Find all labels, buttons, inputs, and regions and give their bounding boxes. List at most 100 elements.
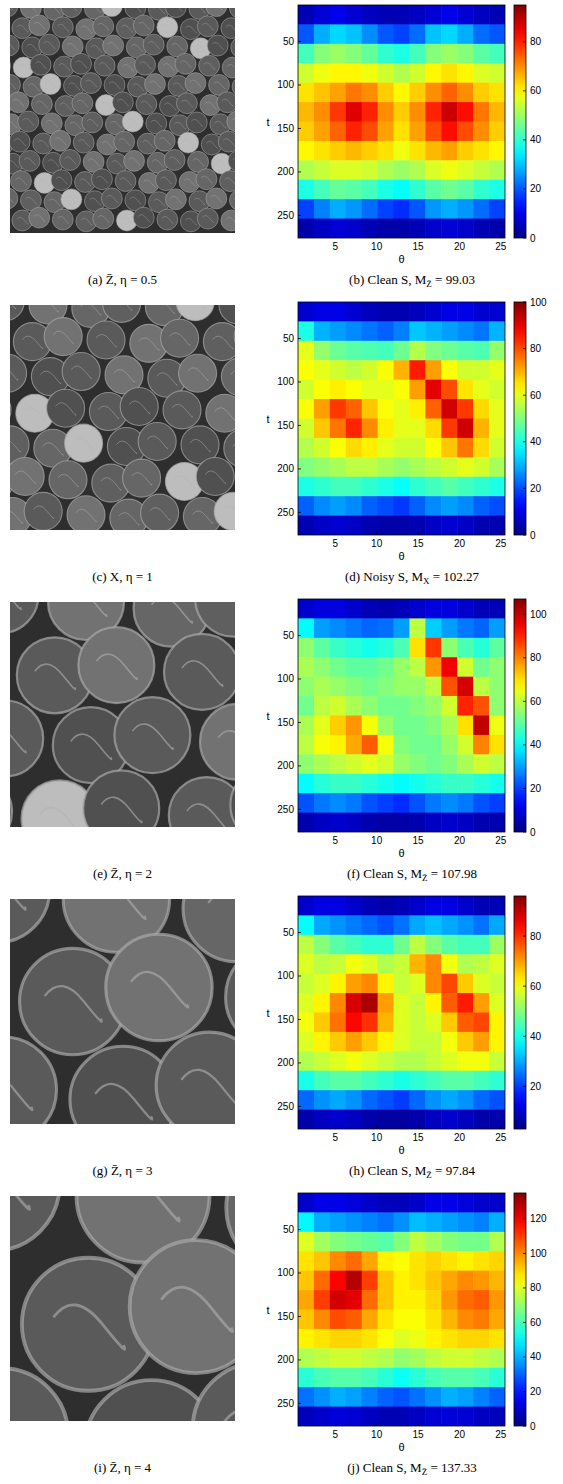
peppercorn [154,130,175,151]
heatmap-cell [441,974,457,994]
heatmap-cell [425,321,441,341]
texture [28,84,39,91]
image-caption: (c) X, η = 1 [92,569,153,584]
heatmap-cell [473,1110,489,1129]
heatmap-cell [425,1232,441,1252]
texture [169,157,180,164]
heatmap-cell [441,399,457,419]
heatmap-cell [346,1193,362,1213]
x-tick [500,1126,501,1129]
heatmap-cell [473,1193,489,1213]
y-tick [298,1106,301,1107]
heatmap-cell [394,1013,410,1033]
heatmap-cell [489,974,505,994]
heatmap-cell [425,141,441,161]
heatmap-cell [314,954,330,974]
y-tick-label: 50 [283,333,295,344]
heatmap-cell [378,5,394,25]
heatmap-cell [425,813,441,832]
heatmap-cell [425,896,441,916]
colorbar-tick [523,1426,526,1427]
peppercorn [221,18,235,39]
heatmap-cell [346,160,362,180]
caption-text: (d) Noisy S, M [345,569,423,584]
heatmap-cell [489,438,505,458]
texture [141,101,152,108]
heatmap-cell [473,754,489,774]
heatmap-cell [298,735,314,755]
peppercorn [82,112,103,133]
peppercorn [94,55,115,76]
heatmap-cell [425,793,441,813]
heatmap-cell [473,160,489,180]
heatmap-cell [346,735,362,755]
peppercorn [10,1196,60,1251]
heatmap-cell [362,1387,378,1407]
heatmap-cell [457,1232,473,1252]
heatmap-cell [330,496,346,516]
heatmap-cell [441,915,457,935]
texture [174,476,194,489]
heatmap-cell [425,1032,441,1052]
texture [96,654,137,679]
heatmap-cell [298,1387,314,1407]
x-axis-title: θ [398,253,404,265]
heatmap-cell [314,141,330,161]
y-tick-label: 150 [277,717,294,728]
heatmap-cell [346,599,362,619]
heatmap-cell [409,618,425,638]
heatmap-cell [314,696,330,716]
heatmap-cell [425,954,441,974]
heatmap-cell [425,993,441,1013]
heatmap-cell [298,477,314,497]
y-axis-title: t [266,1007,269,1019]
heatmap-cell [489,735,505,755]
y-tick [298,215,301,216]
peppercorn [136,94,157,115]
peppercorn [62,353,100,391]
heatmap-cell [378,180,394,200]
heatmap-cell [489,1290,505,1310]
heatmap-cell [441,813,457,832]
heatmap-cell [457,1407,473,1426]
texture [10,305,16,309]
heatmap-cell [425,5,441,25]
heatmap-cell [409,1090,425,1110]
heatmap-cell [362,716,378,736]
heatmap-cell [330,321,346,341]
heatmap-cell [489,341,505,361]
heatmap-cell [425,24,441,44]
peppercorn [11,171,32,192]
heatmap-cell [298,1407,314,1426]
heatmap-cell [394,360,410,380]
heatmap-cell [425,399,441,419]
x-tick [500,532,501,535]
heatmap-cell [346,321,362,341]
texture [49,199,60,206]
heatmap-cell [425,516,441,535]
heatmap-cell [346,716,362,736]
heatmap-cell [425,1290,441,1310]
heatmap-cell [346,1232,362,1252]
heatmap-cell [330,1090,346,1110]
texture [10,727,26,752]
texture [226,25,235,32]
heatmap-cell [425,219,441,238]
heatmap-cell [314,399,330,419]
texture [10,82,16,89]
heatmap-cell [314,618,330,638]
heatmap-cell [473,419,489,439]
colorbar-tick-label: 80 [530,1282,542,1293]
heatmap-cell [298,1212,314,1232]
heatmap-cell [314,199,330,219]
heatmap-cell [441,321,457,341]
peppercorn [175,53,196,74]
heatmap-cell [473,457,489,477]
photo [10,1196,235,1421]
heatmap-cell [457,774,473,794]
caption-value: = 107.98 [428,866,478,881]
heatmap-cell [394,83,410,103]
heatmap-cell [378,1013,394,1033]
heatmap-cell [489,1212,505,1232]
heatmap-cell [346,1387,362,1407]
